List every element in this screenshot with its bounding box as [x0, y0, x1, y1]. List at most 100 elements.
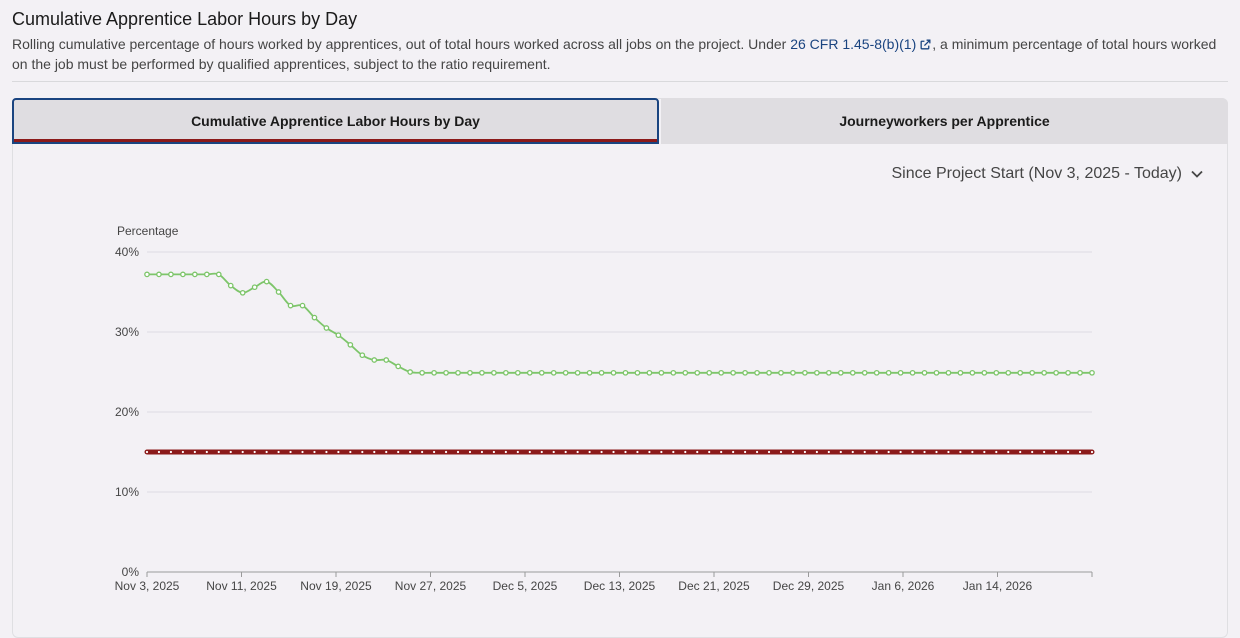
requirement-point	[624, 450, 627, 454]
apprentice-point	[742, 369, 748, 376]
requirement-point	[1090, 450, 1094, 454]
apprentice-point	[730, 369, 736, 376]
apprentice-point	[323, 325, 330, 331]
requirement-point	[660, 450, 663, 454]
requirement-point	[755, 450, 759, 454]
requirement-point	[349, 450, 352, 454]
requirement-point	[1066, 450, 1070, 454]
apprentice-point	[646, 369, 653, 376]
description: Rolling cumulative percentage of hours w…	[12, 34, 1228, 74]
requirement-point	[851, 450, 854, 454]
requirement-point	[935, 450, 938, 454]
requirement-point	[612, 450, 615, 454]
requirement-point	[1055, 450, 1058, 454]
apprentice-point	[407, 369, 414, 375]
apprentice-point	[706, 369, 713, 376]
tab-label: Journeyworkers per Apprentice	[839, 113, 1050, 129]
requirement-point	[540, 450, 543, 454]
description-text-after: , a minimum percentage of total hours wo…	[12, 36, 1217, 72]
date-range-select[interactable]: Since Project Start (Nov 3, 2025 - Today…	[891, 165, 1204, 183]
y-tick-label: 10%	[115, 485, 139, 499]
x-tick-label: Dec 21, 2025	[678, 579, 750, 593]
apprentice-point	[311, 314, 318, 321]
requirement-point	[1031, 450, 1034, 454]
x-tick-label: Nov 27, 2025	[395, 579, 467, 593]
apprentice-point	[491, 369, 497, 376]
apprentice-point	[514, 369, 521, 376]
requirement-point	[720, 450, 723, 454]
requirement-point	[1043, 450, 1046, 454]
requirement-point	[552, 450, 555, 454]
apprentice-point	[802, 369, 808, 376]
apprentice-point	[670, 369, 677, 376]
apprentice-point	[598, 369, 605, 376]
requirement-point	[708, 450, 711, 454]
apprentice-point	[239, 289, 246, 296]
requirement-point	[169, 450, 173, 454]
apprentice-point	[263, 278, 270, 285]
apprentice-point	[778, 369, 784, 376]
tab-label: Cumulative Apprentice Labor Hours by Day	[191, 113, 480, 129]
x-tick-label: Jan 14, 2026	[963, 579, 1033, 593]
requirement-point	[600, 450, 603, 454]
apprentice-point	[1089, 369, 1095, 376]
description-text-before: Rolling cumulative percentage of hours w…	[12, 36, 791, 52]
apprentice-point	[251, 284, 258, 291]
requirement-point	[157, 450, 161, 454]
requirement-point	[767, 450, 771, 454]
apprentice-point	[550, 369, 557, 376]
apprentice-point	[909, 369, 916, 376]
requirement-point	[456, 450, 460, 454]
line-chart: Percentage 0% 10% 20% 30% 40% Nov 3, 2025 Nov 1…	[115, 224, 1095, 593]
requirement-point	[971, 450, 974, 454]
apprentice-point	[156, 271, 162, 278]
apprentice-point	[969, 369, 976, 376]
requirement-point	[313, 450, 316, 454]
requirement-point	[337, 450, 340, 454]
tab-cumulative-hours[interactable]: Cumulative Apprentice Labor Hours by Day	[12, 98, 659, 144]
apprentice-point	[395, 363, 402, 370]
cfr-link[interactable]: 26 CFR 1.45-8(b)(1)	[790, 36, 932, 52]
apprentice-point	[885, 369, 892, 376]
requirement-point	[432, 450, 436, 454]
chart-panel	[12, 98, 1228, 638]
requirement-point	[863, 450, 866, 454]
requirement-point	[887, 450, 890, 454]
requirement-point	[444, 450, 448, 454]
x-tick-label: Jan 6, 2026	[872, 579, 935, 593]
requirement-point	[409, 450, 412, 454]
apprentice-point	[754, 369, 760, 376]
requirement-point	[385, 450, 388, 454]
requirement-point	[504, 450, 507, 454]
y-tick-label: 0%	[122, 565, 140, 579]
apprentice-point	[825, 369, 832, 376]
requirement-point	[576, 450, 579, 454]
requirement-point	[397, 450, 400, 454]
y-tick-label: 20%	[115, 405, 139, 419]
apprentice-point	[658, 369, 665, 376]
apprentice-point	[503, 369, 509, 376]
apprentice-point	[921, 369, 928, 376]
apprentice-point	[861, 369, 868, 376]
apprentice-point	[347, 341, 354, 348]
requirement-point	[744, 450, 747, 454]
apprentice-point	[479, 369, 485, 376]
apprentice-point	[933, 369, 940, 376]
apprentice-point	[443, 369, 449, 376]
requirement-point	[468, 450, 472, 454]
x-tick-label: Dec 5, 2025	[493, 579, 558, 593]
header: Cumulative Apprentice Labor Hours by Day…	[12, 8, 1228, 74]
apprentice-point	[371, 357, 378, 363]
requirement-point	[995, 450, 998, 454]
requirement-point	[181, 450, 184, 454]
requirement-point	[791, 450, 795, 454]
apprentice-point	[814, 369, 820, 376]
apprentice-point	[1029, 369, 1036, 376]
header-divider	[12, 81, 1228, 82]
x-tick-label: Nov 11, 2025	[206, 579, 277, 593]
apprentice-point	[610, 369, 617, 376]
requirement-point	[959, 450, 962, 454]
apprentice-point	[1017, 369, 1024, 376]
tab-journeyworkers-per-apprentice[interactable]: Journeyworkers per Apprentice	[661, 98, 1228, 144]
requirement-point	[983, 450, 986, 454]
